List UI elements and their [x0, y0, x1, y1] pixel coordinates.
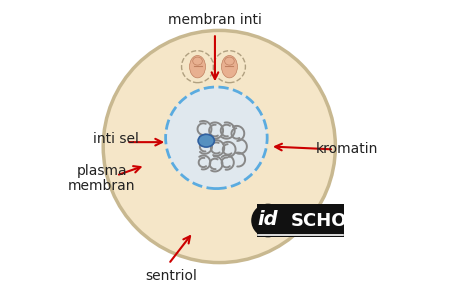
FancyBboxPatch shape	[257, 204, 344, 237]
Ellipse shape	[224, 57, 234, 65]
Text: SCHOOL: SCHOOL	[290, 212, 373, 230]
Text: plasma: plasma	[76, 164, 127, 178]
Circle shape	[103, 30, 334, 263]
Text: membran: membran	[68, 179, 135, 193]
Ellipse shape	[192, 57, 202, 65]
Text: sentriol: sentriol	[145, 269, 197, 283]
Ellipse shape	[197, 134, 214, 147]
Text: id: id	[257, 210, 278, 229]
Ellipse shape	[189, 55, 205, 78]
Circle shape	[181, 51, 213, 83]
Ellipse shape	[221, 55, 237, 78]
Circle shape	[251, 204, 284, 237]
Text: inti sel: inti sel	[93, 132, 139, 146]
Circle shape	[213, 51, 245, 83]
Text: membran inti: membran inti	[167, 13, 261, 27]
Text: kromatin: kromatin	[315, 142, 377, 156]
Circle shape	[165, 87, 267, 189]
